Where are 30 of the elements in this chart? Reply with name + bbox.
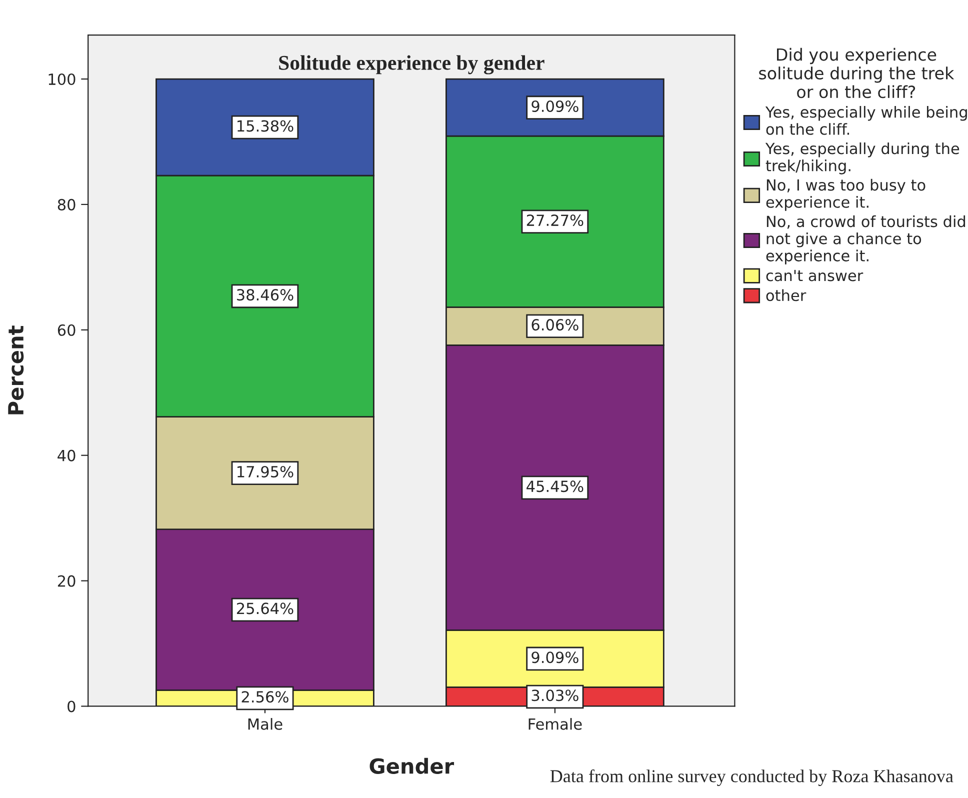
data-label: 38.46%: [237, 289, 294, 301]
data-label: 9.09%: [532, 100, 578, 112]
y-tick-label: 80: [58, 198, 76, 210]
x-tick-label: Male: [248, 718, 282, 730]
data-label: 3.03%: [532, 690, 578, 702]
data-label: 17.95%: [238, 466, 294, 478]
y-tick-label: 20: [58, 575, 76, 587]
data-label: 6.06%: [532, 319, 578, 331]
y-tick-label: 60: [58, 324, 76, 336]
legend-label: Yes, especially while being on the cliff.: [765, 106, 967, 135]
legend-label: Yes, especially during the trek/hiking.: [765, 142, 960, 174]
y-tick-label: 100: [48, 73, 76, 86]
data-label: 15.38%: [238, 120, 294, 132]
data-label: 45.45%: [526, 480, 584, 492]
data-label: 27.27%: [526, 214, 584, 226]
legend-label: other: [766, 289, 806, 302]
legend-label: No, a crowd of tourists did not give a chance to experience it.: [766, 215, 966, 264]
legend-label: can't answer: [766, 270, 864, 282]
text: Data from online survey conducted by Roza Khasanova: [550, 769, 954, 786]
x-tick-label: Female: [528, 718, 582, 730]
data-label: 9.09%: [532, 652, 578, 664]
legend-title: Did you experience solitude during the trek or on the cliff?: [759, 48, 954, 98]
data-label: 25.64%: [236, 602, 294, 614]
legend-label: No, I was too busy to experience it.: [766, 178, 926, 211]
data-label: 2.56%: [242, 691, 288, 703]
x-axis-title: Gender: [370, 758, 454, 774]
y-tick-label: 0: [68, 700, 76, 712]
y-axis-title: Percent: [8, 326, 24, 414]
text: Solitude experience by gender: [279, 55, 544, 74]
y-tick-label: 40: [58, 450, 76, 462]
